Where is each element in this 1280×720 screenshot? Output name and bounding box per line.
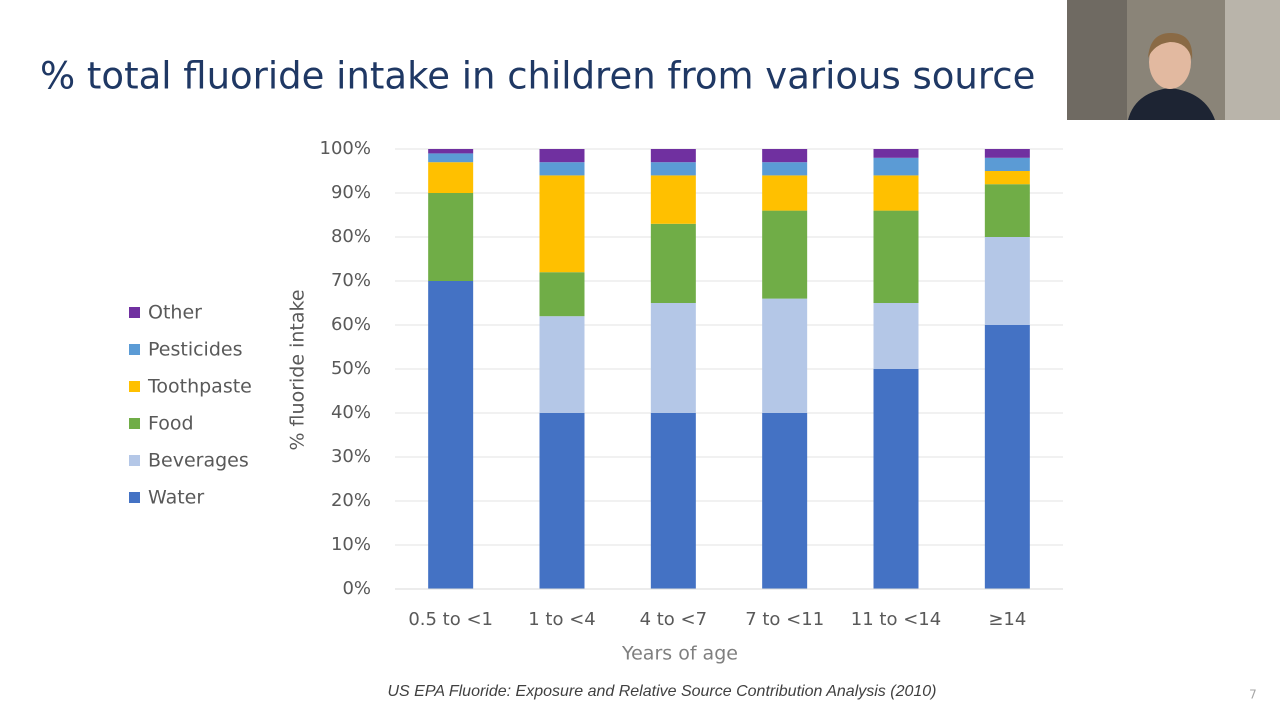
bar-segment — [539, 413, 585, 589]
bar-segment — [539, 162, 585, 176]
legend-swatch — [129, 418, 140, 429]
legend-label: Other — [148, 302, 202, 324]
bar-segment — [762, 413, 808, 589]
y-tick-label: 10% — [331, 534, 371, 555]
bar-segment — [539, 149, 585, 163]
x-tick-label: 7 to <11 — [745, 609, 824, 630]
x-axis-label: Years of age — [621, 643, 738, 665]
webcam-window — [1225, 0, 1280, 120]
x-tick-label: 4 to <7 — [640, 609, 708, 630]
legend-label: Beverages — [148, 450, 249, 472]
webcam-person-body — [1128, 88, 1215, 120]
y-tick-label: 30% — [331, 446, 371, 467]
bar-segment — [428, 281, 474, 589]
y-tick-label: 90% — [331, 182, 371, 203]
bar-segment — [539, 175, 585, 273]
bar-segment — [873, 157, 919, 176]
bar-segment — [650, 303, 696, 413]
bar-segment — [984, 184, 1030, 237]
legend-label: Toothpaste — [147, 376, 252, 398]
legend-label: Food — [148, 413, 194, 435]
webcam-wall — [1067, 0, 1127, 120]
bar-segment — [873, 149, 919, 158]
bar-segment — [762, 175, 808, 211]
legend-swatch — [129, 344, 140, 355]
y-tick-label: 80% — [331, 226, 371, 247]
y-axis-label: % fluoride intake — [287, 289, 309, 450]
y-tick-label: 50% — [331, 358, 371, 379]
bar-segment — [984, 171, 1030, 185]
y-tick-label: 60% — [331, 314, 371, 335]
x-tick-label: 11 to <14 — [851, 609, 941, 630]
bar-segment — [984, 325, 1030, 589]
bar-segment — [873, 210, 919, 303]
bar-segment — [650, 162, 696, 176]
bar-segment — [762, 298, 808, 413]
bar-segment — [873, 369, 919, 589]
bar-segment — [428, 153, 474, 163]
bar-segment — [984, 149, 1030, 158]
y-tick-label: 0% — [342, 578, 371, 599]
page-number: 7 — [1249, 688, 1257, 702]
bar-segment — [762, 162, 808, 176]
legend-label: Pesticides — [148, 339, 242, 361]
webcam — [1067, 0, 1280, 120]
bar-segment — [984, 157, 1030, 171]
bar-segment — [650, 223, 696, 303]
legend-swatch — [129, 307, 140, 318]
source-citation: US EPA Fluoride: Exposure and Relative S… — [387, 683, 936, 700]
legend-swatch — [129, 492, 140, 503]
y-tick-label: 100% — [320, 138, 371, 159]
bar-segment — [762, 210, 808, 299]
bar-segment — [984, 237, 1030, 325]
plot: 0% 10% 20% 30% 40% 50% 60% 70% 80% 90% 100% 0.5 to … — [129, 138, 1063, 630]
webcam-person-head — [1149, 35, 1191, 89]
bar-segment — [428, 149, 474, 154]
bar-segment — [428, 193, 474, 281]
bar-segment — [539, 316, 585, 413]
bar-segment — [650, 413, 696, 589]
slide-title: % total fluoride intake in children from… — [40, 55, 1035, 98]
bar-segment — [873, 175, 919, 211]
bar-segment — [762, 149, 808, 163]
bar-segment — [873, 303, 919, 369]
bar-segment — [539, 272, 585, 317]
y-tick-label: 70% — [331, 270, 371, 291]
x-tick-label: ≥14 — [988, 609, 1026, 630]
legend-label: Water — [148, 487, 204, 509]
bar-segment — [428, 162, 474, 193]
webcam-person-hair — [1148, 32, 1193, 60]
y-tick-label: 40% — [331, 402, 371, 423]
x-tick-label: 1 to <4 — [528, 609, 596, 630]
x-tick-label: 0.5 to <1 — [408, 609, 493, 630]
legend-swatch — [129, 381, 140, 392]
bar-segment — [650, 149, 696, 163]
bar-segment — [650, 175, 696, 224]
legend-swatch — [129, 455, 140, 466]
y-tick-label: 20% — [331, 490, 371, 511]
